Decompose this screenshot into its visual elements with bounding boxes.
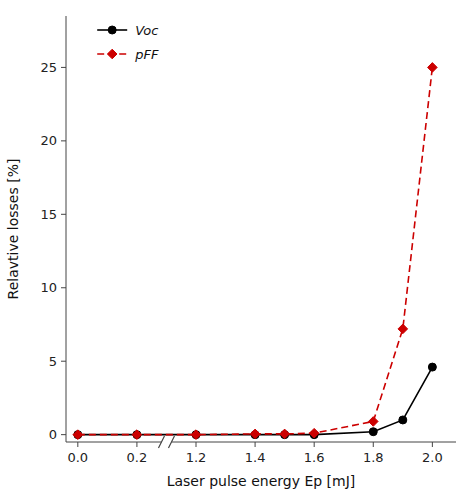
point-marker	[428, 363, 436, 371]
y-tick	[61, 67, 66, 68]
x-tick-label: 0.0	[67, 450, 88, 465]
x-tick	[314, 442, 315, 447]
point-marker	[73, 430, 83, 440]
axis-break	[158, 436, 164, 448]
point-marker	[132, 430, 142, 440]
point-marker	[428, 63, 438, 73]
y-tick-label: 0	[49, 427, 57, 442]
point-marker	[368, 417, 378, 427]
y-tick	[61, 214, 66, 215]
legend-label: Voc	[135, 23, 158, 38]
x-axis-line	[66, 442, 161, 443]
x-tick-label: 2.0	[422, 450, 443, 465]
y-tick	[61, 361, 66, 362]
x-tick-label: 1.4	[245, 450, 266, 465]
chart: 0.0 0.2 1.2 1.4 1.6 1.8 2.0 0 5 10 15 20 25 Laser pul…	[0, 0, 474, 500]
legend-label: pFF	[134, 47, 159, 62]
x-tick-label: 1.2	[186, 450, 207, 465]
y-tick	[61, 434, 66, 435]
legend-marker	[108, 26, 116, 34]
x-axis-label: Laser pulse energy Ep [mJ]	[167, 473, 356, 489]
x-tick-label: 0.2	[127, 450, 148, 465]
x-tick	[77, 442, 78, 447]
y-tick-label: 15	[40, 207, 57, 222]
y-tick-label: 5	[49, 354, 57, 369]
y-tick	[61, 287, 66, 288]
y-tick-label: 25	[40, 60, 57, 75]
legend-marker	[107, 49, 117, 59]
point-marker	[191, 430, 201, 440]
y-axis-label: Relavtive losses [%]	[5, 159, 21, 300]
y-tick-label: 10	[40, 280, 57, 295]
x-tick	[432, 442, 433, 447]
plot-area	[73, 63, 437, 440]
point-marker	[398, 324, 408, 334]
series-line	[78, 67, 433, 434]
x-tick-label: 1.6	[304, 450, 325, 465]
x-tick	[196, 442, 197, 447]
point-marker	[280, 429, 290, 439]
point-marker	[74, 431, 82, 439]
x-tick	[373, 442, 374, 447]
point-marker	[133, 431, 141, 439]
y-axis-line	[66, 16, 67, 442]
axis-break	[168, 436, 174, 448]
x-tick-label: 1.8	[363, 450, 384, 465]
point-marker	[250, 429, 260, 439]
point-marker	[309, 428, 319, 438]
series-line	[78, 367, 433, 435]
legend: Voc pFF	[97, 23, 159, 62]
x-tick	[136, 442, 137, 447]
y-tick-label: 20	[40, 133, 57, 148]
point-marker	[399, 416, 407, 424]
x-tick	[255, 442, 256, 447]
point-marker	[369, 428, 377, 436]
point-marker	[192, 431, 200, 439]
y-tick	[61, 140, 66, 141]
